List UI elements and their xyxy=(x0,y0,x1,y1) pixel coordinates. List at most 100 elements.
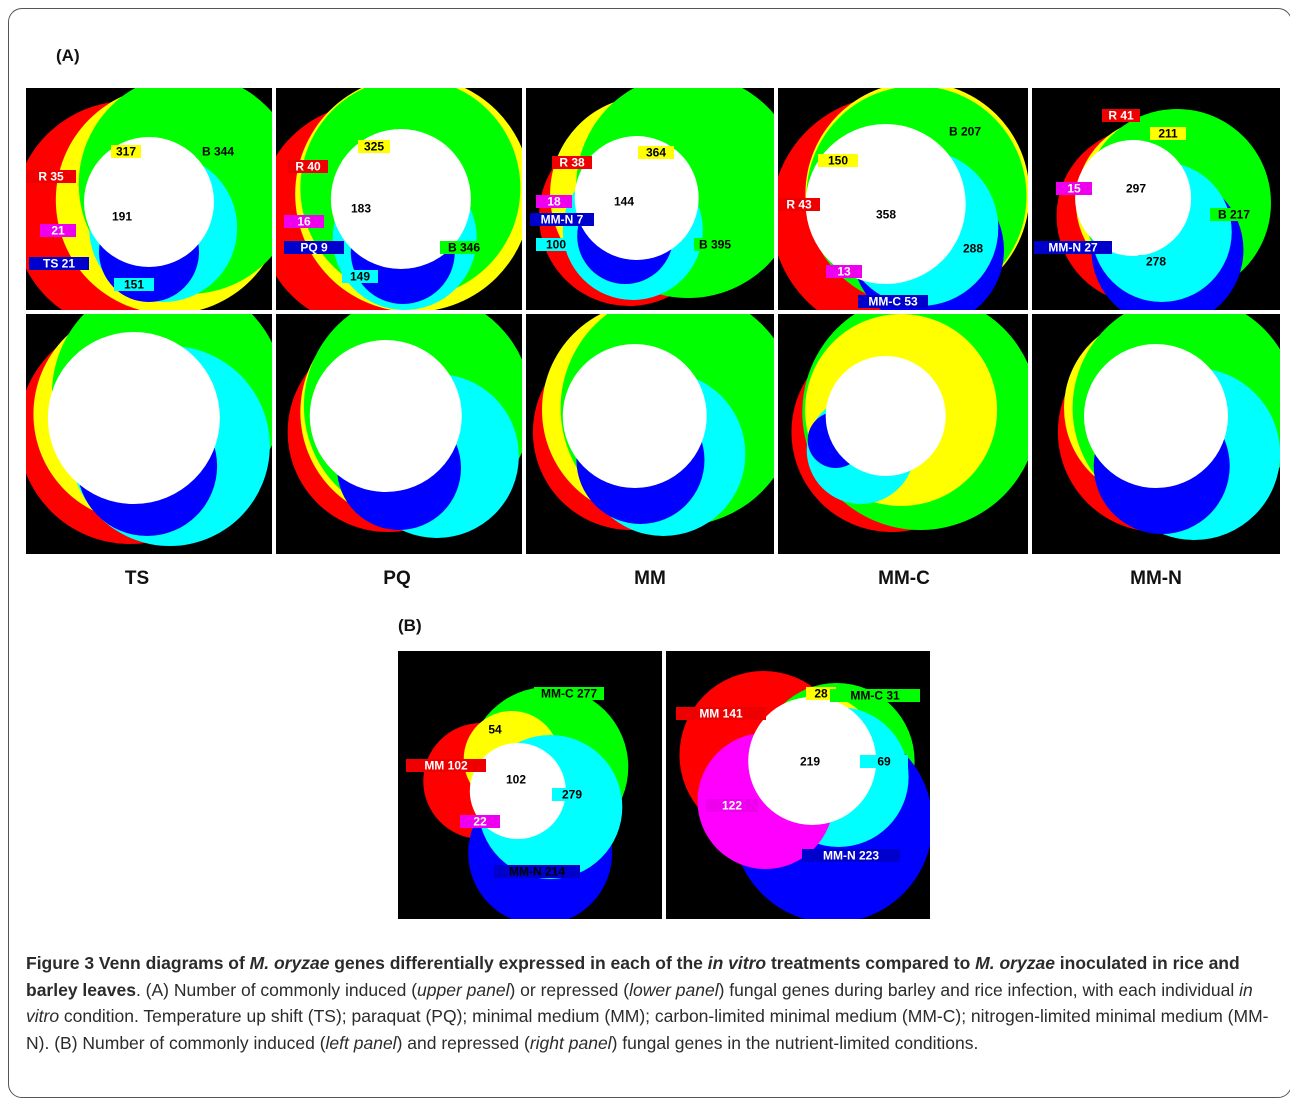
panel-b-label: (B) xyxy=(398,616,422,635)
venn-count-label: 122 xyxy=(706,799,758,813)
venn-label-box xyxy=(284,241,344,254)
venn-set-circle xyxy=(1075,140,1192,256)
venn-panel-repressed-pq: 189B 205R 2522435189PQ 20 xyxy=(276,314,522,554)
venn-count-label: 144 xyxy=(614,195,634,209)
venn-count-label: MM-C 277 xyxy=(534,687,604,701)
venn-label-box xyxy=(818,154,858,167)
venn-label-text: B 344 xyxy=(202,145,234,159)
venn-label-box xyxy=(943,125,987,138)
venn-count-label: 13 xyxy=(826,265,862,279)
venn-label-text: 317 xyxy=(116,145,136,159)
venn-panel-induced-nutrient-svg: MM-C 277 54 MM 102 102 279 22 MM-N 214 xyxy=(406,687,629,919)
condition-label-ts: TS xyxy=(124,568,150,589)
venn-label-text: 219 xyxy=(800,755,820,769)
venn-label-box xyxy=(778,198,820,211)
venn-label-box xyxy=(826,265,862,278)
venn-label-text: 13 xyxy=(837,265,851,279)
venn-label-box xyxy=(552,156,592,169)
venn-count-label: 219 xyxy=(800,755,820,769)
venn-count-label: 151 xyxy=(114,278,154,292)
venn-label-text: 69 xyxy=(877,755,891,769)
venn-panel-induced-ts: R 35 317 B 344 191 21 TS 21 151 xyxy=(26,88,272,310)
venn-label-box xyxy=(536,195,572,208)
venn-panel-repressed-ts: B 169109R 2130422539TS 39 xyxy=(26,314,272,554)
venn-count-label: 22 xyxy=(460,815,500,829)
venn-label-text: R 43 xyxy=(786,198,812,212)
venn-label-text: 288 xyxy=(963,242,983,256)
venn-label-box xyxy=(552,788,592,801)
figure-caption: Figure 3 Venn diagrams of M. oryzae gene… xyxy=(26,953,1269,1053)
venn-label-box xyxy=(494,865,580,878)
venn-label-text: B 207 xyxy=(949,125,981,139)
venn-label-text: R 40 xyxy=(295,160,321,174)
venn-count-label: 69 xyxy=(860,755,908,769)
venn-count-label: R 40 xyxy=(288,160,328,174)
venn-count-label: 364 xyxy=(638,146,674,160)
venn-label-text: 18 xyxy=(547,195,561,209)
venn-label-text: TS 21 xyxy=(43,257,75,271)
venn-set-circle xyxy=(1084,344,1228,488)
venn-label-text: B 395 xyxy=(699,238,731,252)
venn-label-text: R 41 xyxy=(1108,109,1134,123)
venn-label-box xyxy=(1150,127,1186,140)
venn-panel-repressed-mm-n-svg: 108B 125R 3130529269MM-N 30 xyxy=(1057,314,1280,540)
venn-panel-induced-mm-svg: R 38 364 18 144 MM-N 7 100 B 395 xyxy=(530,88,774,306)
venn-label-text: 15 xyxy=(1067,182,1081,196)
venn-label-box xyxy=(830,689,920,702)
condition-label-mm: MM xyxy=(634,568,666,589)
venn-count-label: 150 xyxy=(818,154,858,168)
venn-label-text: B 346 xyxy=(448,241,480,255)
venn-count-label: MM-N 7 xyxy=(530,213,594,227)
venn-panel-repressed-mm-n: 108B 125R 3130529269MM-N 30 xyxy=(1032,314,1280,554)
venn-panel-induced-pq: R 40 325 183 16 PQ 9 B 346 149 xyxy=(276,88,522,310)
venn-count-label: MM 141 xyxy=(676,707,766,721)
venn-label-box xyxy=(676,707,766,720)
venn-count-label: MM-N 223 xyxy=(802,849,900,863)
venn-label-box xyxy=(534,687,604,700)
venn-count-label: R 43 xyxy=(778,198,820,212)
venn-label-text: 100 xyxy=(546,238,566,252)
venn-count-label: TS 21 xyxy=(29,257,89,271)
venn-label-box xyxy=(802,849,900,862)
venn-count-label: 28 xyxy=(806,687,836,701)
venn-label-box xyxy=(1056,182,1092,195)
venn-label-text: B 217 xyxy=(1218,208,1250,222)
venn-label-box xyxy=(858,295,928,308)
venn-panel-induced-pq-svg: R 40 325 183 16 PQ 9 B 346 149 xyxy=(276,88,522,310)
venn-label-text: 22 xyxy=(473,815,487,829)
venn-label-text: MM-N 223 xyxy=(823,849,879,863)
venn-count-label: 54 xyxy=(480,723,510,737)
venn-label-box xyxy=(114,278,154,291)
venn-count-label: R 38 xyxy=(552,156,592,170)
venn-count-label: B 217 xyxy=(1210,208,1258,222)
venn-label-box xyxy=(26,170,76,183)
venn-label-box xyxy=(956,242,990,255)
venn-label-text: MM 102 xyxy=(424,759,468,773)
venn-label-text: R 38 xyxy=(559,156,585,170)
venn-label-text: 297 xyxy=(1126,182,1146,196)
venn-count-label: 297 xyxy=(1126,182,1146,196)
venn-panel-repressed-nutrient: 28 MM-C 31 MM 141 219 69 122 MM-N 223 xyxy=(666,651,930,919)
venn-panel-induced-ts-svg: R 35 317 B 344 191 21 TS 21 151 xyxy=(26,88,272,310)
venn-count-label: 317 xyxy=(111,145,141,159)
venn-count-label: B 207 xyxy=(943,125,987,139)
venn-label-box xyxy=(111,145,141,158)
condition-label-pq: PQ xyxy=(383,568,411,589)
venn-set-circle xyxy=(330,129,471,269)
venn-label-box xyxy=(406,759,486,772)
venn-panel-repressed-mm-c-svg: R 4522915184MM-C 2146B 248 xyxy=(791,314,1028,532)
venn-count-label: R 35 xyxy=(26,170,76,184)
panel-a-label: (A) xyxy=(56,46,80,65)
venn-label-text: MM-N 214 xyxy=(509,865,565,879)
venn-label-box xyxy=(342,270,378,283)
venn-count-label: 278 xyxy=(1138,255,1174,269)
venn-label-box xyxy=(1210,208,1258,221)
venn-label-text: 150 xyxy=(828,154,848,168)
venn-label-box xyxy=(860,755,908,768)
venn-panel-induced-mm-c-svg: B 207 150 R 43 358 288 13 MM-C 53 xyxy=(778,88,1028,310)
venn-count-label: MM 102 xyxy=(406,759,486,773)
venn-count-label: MM-N 214 xyxy=(494,865,580,879)
venn-panel-repressed-mm: 127B 222R 2828632MM-N 20172 xyxy=(526,314,774,554)
venn-panel-induced-nutrient: MM-C 277 54 MM 102 102 279 22 MM-N 214 xyxy=(398,651,662,919)
venn-count-label: 183 xyxy=(351,202,371,216)
